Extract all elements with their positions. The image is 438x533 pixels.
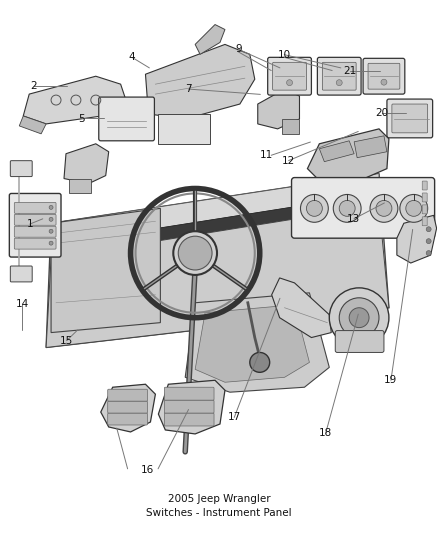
- FancyBboxPatch shape: [164, 413, 214, 426]
- Polygon shape: [64, 144, 109, 183]
- FancyBboxPatch shape: [9, 193, 61, 257]
- Text: 20: 20: [376, 108, 389, 118]
- Text: 11: 11: [260, 150, 273, 160]
- Polygon shape: [319, 141, 354, 161]
- Circle shape: [370, 195, 398, 222]
- Text: 18: 18: [319, 429, 332, 438]
- Circle shape: [426, 251, 431, 255]
- Circle shape: [49, 205, 53, 209]
- FancyBboxPatch shape: [422, 217, 427, 226]
- Text: 14: 14: [16, 298, 29, 309]
- Text: 17: 17: [228, 413, 241, 423]
- Polygon shape: [159, 380, 225, 434]
- FancyBboxPatch shape: [273, 62, 307, 90]
- Text: 10: 10: [278, 50, 291, 60]
- Text: 7: 7: [185, 84, 192, 94]
- FancyBboxPatch shape: [108, 389, 148, 401]
- Circle shape: [333, 195, 361, 222]
- Circle shape: [336, 80, 342, 86]
- FancyBboxPatch shape: [363, 58, 405, 94]
- Circle shape: [300, 195, 328, 222]
- FancyBboxPatch shape: [108, 413, 148, 425]
- Polygon shape: [185, 293, 329, 392]
- Text: 21: 21: [343, 66, 356, 76]
- Polygon shape: [397, 215, 437, 263]
- Circle shape: [426, 239, 431, 244]
- FancyBboxPatch shape: [335, 330, 384, 352]
- FancyBboxPatch shape: [292, 177, 434, 238]
- FancyBboxPatch shape: [164, 387, 214, 400]
- Circle shape: [426, 227, 431, 232]
- FancyBboxPatch shape: [14, 214, 56, 225]
- Circle shape: [286, 80, 293, 86]
- Text: 5: 5: [78, 114, 85, 124]
- FancyBboxPatch shape: [422, 193, 427, 202]
- FancyBboxPatch shape: [422, 181, 427, 190]
- FancyBboxPatch shape: [318, 58, 361, 95]
- Circle shape: [339, 200, 355, 216]
- Circle shape: [49, 241, 53, 245]
- Text: 2: 2: [31, 82, 37, 92]
- Polygon shape: [145, 44, 255, 119]
- FancyBboxPatch shape: [268, 58, 311, 95]
- Polygon shape: [51, 193, 379, 258]
- Circle shape: [178, 236, 212, 270]
- FancyBboxPatch shape: [387, 99, 433, 138]
- FancyBboxPatch shape: [11, 160, 32, 176]
- Circle shape: [49, 229, 53, 233]
- FancyBboxPatch shape: [99, 97, 155, 141]
- Polygon shape: [69, 179, 91, 193]
- Polygon shape: [195, 305, 309, 382]
- Polygon shape: [23, 76, 126, 124]
- Text: 9: 9: [235, 44, 242, 54]
- Circle shape: [376, 200, 392, 216]
- Text: 19: 19: [384, 375, 398, 385]
- Text: 12: 12: [282, 156, 295, 166]
- FancyBboxPatch shape: [322, 62, 356, 90]
- Polygon shape: [307, 129, 389, 179]
- Polygon shape: [195, 25, 225, 54]
- Polygon shape: [272, 278, 331, 337]
- Circle shape: [49, 217, 53, 221]
- Polygon shape: [46, 174, 389, 348]
- Text: 2005 Jeep Wrangler
Switches - Instrument Panel: 2005 Jeep Wrangler Switches - Instrument…: [146, 495, 292, 519]
- Text: 15: 15: [60, 336, 73, 345]
- Circle shape: [400, 195, 427, 222]
- Polygon shape: [51, 174, 379, 245]
- Circle shape: [381, 79, 387, 85]
- Circle shape: [173, 231, 217, 275]
- Text: 1: 1: [26, 219, 33, 229]
- Polygon shape: [46, 205, 389, 348]
- Circle shape: [250, 352, 270, 373]
- FancyBboxPatch shape: [11, 266, 32, 282]
- Circle shape: [339, 298, 379, 337]
- Text: 4: 4: [129, 52, 135, 62]
- Polygon shape: [282, 119, 300, 134]
- FancyBboxPatch shape: [14, 238, 56, 249]
- FancyBboxPatch shape: [392, 104, 427, 133]
- Circle shape: [349, 308, 369, 328]
- Text: 13: 13: [347, 214, 360, 224]
- Text: 16: 16: [141, 465, 154, 475]
- Polygon shape: [51, 208, 160, 333]
- Circle shape: [307, 200, 322, 216]
- Polygon shape: [258, 89, 300, 129]
- FancyBboxPatch shape: [108, 401, 148, 413]
- FancyBboxPatch shape: [422, 205, 427, 214]
- Polygon shape: [101, 384, 155, 432]
- Polygon shape: [159, 114, 210, 144]
- FancyBboxPatch shape: [14, 226, 56, 237]
- Polygon shape: [354, 136, 387, 158]
- FancyBboxPatch shape: [14, 203, 56, 213]
- Polygon shape: [19, 116, 46, 134]
- Circle shape: [406, 200, 422, 216]
- FancyBboxPatch shape: [164, 400, 214, 413]
- FancyBboxPatch shape: [368, 63, 400, 89]
- Circle shape: [329, 288, 389, 348]
